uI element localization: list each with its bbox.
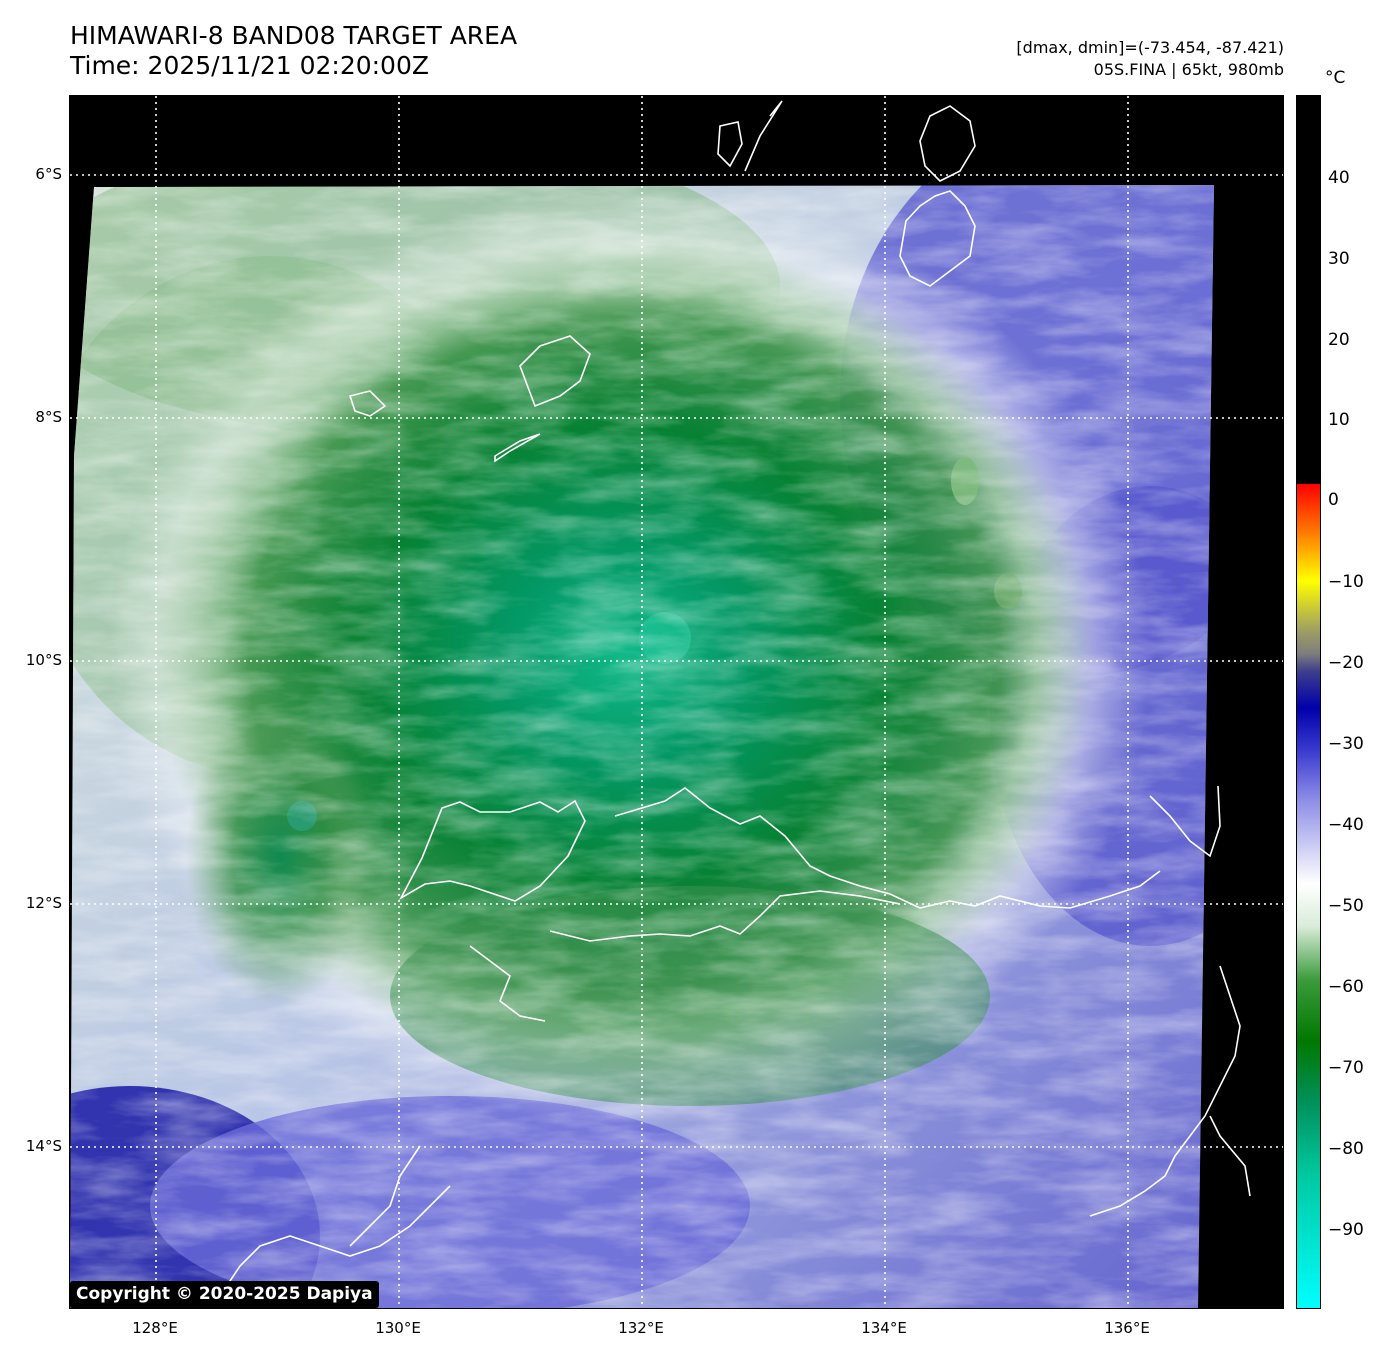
lon-label-130e: 130°E (375, 1319, 421, 1337)
gridlines (70, 96, 1283, 1308)
lat-label-8s: 8°S (35, 408, 62, 426)
satellite-imagery (70, 96, 1283, 1308)
colorbar-tick-minus30: −30 (1328, 734, 1364, 754)
lat-label-12s: 12°S (25, 894, 62, 912)
colorbar-tick-minus10: −10 (1328, 572, 1364, 592)
colorbar-tick-20: 20 (1328, 330, 1350, 350)
colorbar-tick-30: 30 (1328, 249, 1350, 269)
image-timestamp: Time: 2025/11/21 02:20:00Z (70, 51, 429, 80)
lat-label-6s: 6°S (35, 165, 62, 183)
colorbar-tick-minus50: −50 (1328, 896, 1364, 916)
cloud-field (70, 185, 1214, 1308)
colorbar-tick-minus90: −90 (1328, 1220, 1364, 1240)
colorbar-tick-40: 40 (1328, 168, 1350, 188)
lon-label-132e: 132°E (618, 1319, 664, 1337)
storm-info: 05S.FINA | 65kt, 980mb (1093, 60, 1284, 79)
dmax-dmin-readout: [dmax, dmin]=(-73.454, -87.421) (1016, 38, 1284, 57)
copyright-badge: Copyright © 2020-2025 Dapiya (70, 1281, 379, 1308)
satellite-map (69, 95, 1284, 1309)
lat-label-14s: 14°S (25, 1137, 62, 1155)
lon-label-134e: 134°E (861, 1319, 907, 1337)
colorbar-tick-0: 0 (1328, 490, 1339, 510)
lat-label-10s: 10°S (25, 651, 62, 669)
image-title: HIMAWARI-8 BAND08 TARGET AREA (70, 21, 518, 50)
colorbar-tick-minus60: −60 (1328, 977, 1364, 997)
colorbar-tick-minus20: −20 (1328, 653, 1364, 673)
coastlines (219, 100, 1251, 1297)
colorbar-tick-minus80: −80 (1328, 1139, 1364, 1159)
colorbar-tick-minus40: −40 (1328, 815, 1364, 835)
colorbar-tick-10: 10 (1328, 410, 1350, 430)
colorbar-unit: °C (1325, 68, 1346, 88)
lon-label-136e: 136°E (1104, 1319, 1150, 1337)
colorbar-tick-minus70: −70 (1328, 1058, 1364, 1078)
lon-label-128e: 128°E (132, 1319, 178, 1337)
temperature-colorbar (1296, 95, 1321, 1309)
